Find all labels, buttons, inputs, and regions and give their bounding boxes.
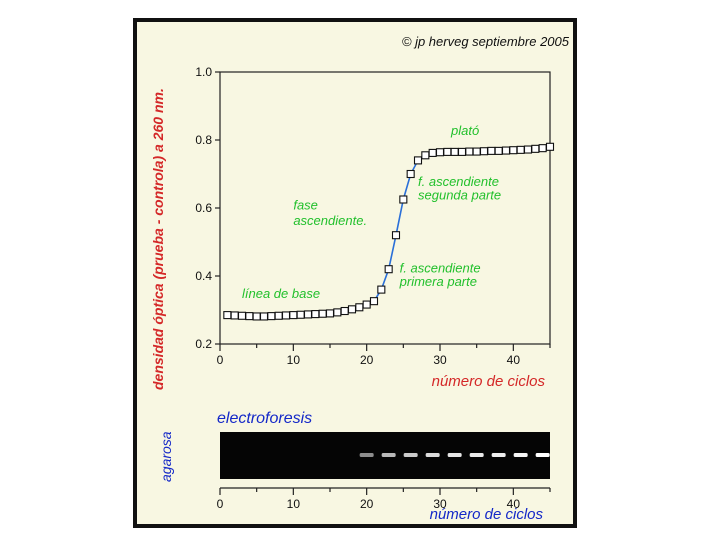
data-point — [501, 146, 511, 155]
gel-x-tick-label-10: 10 — [287, 497, 301, 511]
y-axis: 0.2 0.4 0.6 0.8 1.0 — [195, 65, 220, 351]
y-tick-label-2: 0.6 — [195, 201, 212, 215]
gel-x-axis-label: número de ciclos — [430, 506, 544, 523]
gel-x-tick-label-30: 30 — [433, 497, 447, 511]
figure-frame: © jp herveg septiembre 2005 0.2 0.4 0.6 0.8… — [133, 18, 577, 528]
data-point — [289, 311, 298, 320]
gel-band — [491, 453, 506, 457]
data-point — [487, 146, 496, 155]
y-axis-label: densidad óptica (prueba - controla) a 26… — [150, 88, 166, 390]
data-point — [237, 311, 247, 320]
data-point — [538, 144, 547, 153]
data-point — [479, 147, 489, 156]
data-point — [523, 145, 533, 154]
gel-band — [513, 453, 528, 457]
data-point — [435, 148, 445, 157]
gel-bands — [359, 453, 550, 457]
data-point — [259, 312, 269, 321]
data-point — [545, 142, 555, 151]
annotation-5: f. ascendiente — [400, 261, 481, 276]
x-axis: 0 10 20 30 40 — [217, 344, 551, 367]
data-point — [399, 195, 408, 204]
gel-x-axis: 0 10 20 30 40 — [217, 488, 551, 511]
data-point — [245, 312, 254, 321]
data-point — [509, 146, 518, 155]
gel-x-tick-label-20: 20 — [360, 497, 374, 511]
annotation-7: línea de base — [242, 286, 320, 301]
annotation-2: segunda parte — [418, 188, 501, 203]
data-point — [369, 297, 379, 306]
data-point — [281, 311, 291, 320]
data-point — [267, 312, 276, 321]
data-point — [516, 145, 525, 154]
data-point — [377, 285, 386, 294]
x-tick-label-10: 10 — [287, 353, 301, 367]
x-tick-label-30: 30 — [433, 353, 447, 367]
data-point — [428, 148, 437, 157]
data-point — [384, 265, 393, 274]
annotation-3: fase — [293, 197, 318, 212]
data-point — [333, 308, 342, 317]
gel-band — [403, 453, 418, 457]
series-markers — [223, 142, 555, 321]
gel-band — [381, 453, 396, 457]
data-point — [406, 169, 415, 179]
data-point — [311, 310, 320, 319]
gel-x-tick-label-0: 0 — [217, 497, 224, 511]
data-point — [230, 311, 239, 320]
plot-area — [219, 71, 551, 345]
annotation-6: primera parte — [399, 274, 477, 289]
y-tick-label-1: 0.4 — [195, 269, 212, 283]
gel-band — [535, 453, 550, 457]
x-axis-label: número de ciclos — [432, 373, 546, 390]
x-tick-label-20: 20 — [360, 353, 374, 367]
annotation-4: ascendiente. — [293, 213, 367, 228]
data-point — [391, 231, 401, 240]
gel-band — [425, 453, 440, 457]
data-point — [362, 300, 371, 309]
data-point — [450, 147, 459, 156]
gel-x-tick-label-40: 40 — [507, 497, 521, 511]
data-point — [413, 156, 423, 165]
data-point — [303, 310, 313, 319]
figure-canvas: © jp herveg septiembre 2005 0.2 0.4 0.6 0.8… — [150, 34, 570, 523]
data-point — [531, 144, 540, 153]
data-point — [340, 306, 349, 316]
data-point — [421, 151, 430, 160]
x-tick-label-40: 40 — [507, 353, 521, 367]
data-point — [325, 309, 335, 318]
copyright-label: © jp herveg septiembre 2005 — [402, 34, 570, 49]
annotation-1: f. ascendiente — [418, 174, 499, 189]
data-point — [223, 311, 232, 320]
data-point — [252, 312, 261, 321]
data-point — [457, 147, 467, 156]
data-point — [355, 303, 364, 312]
gel-band — [447, 453, 462, 457]
data-point — [472, 147, 481, 156]
pcr-curve-chart: 0.2 0.4 0.6 0.8 1.0 0 10 20 30 40 plató f. ascend… — [150, 65, 555, 390]
data-point — [443, 147, 452, 156]
data-point — [296, 310, 305, 319]
data-point — [494, 146, 503, 155]
x-tick-label-0: 0 — [217, 353, 224, 367]
y-tick-label-0: 0.2 — [195, 337, 212, 351]
data-point — [465, 147, 474, 156]
y-tick-label-4: 1.0 — [195, 65, 212, 79]
data-point — [318, 309, 327, 318]
annotation-0: plató — [450, 123, 479, 138]
data-point — [274, 311, 283, 320]
y-tick-label-3: 0.8 — [195, 133, 212, 147]
data-point — [347, 305, 357, 314]
gel-band — [359, 453, 374, 457]
gel-band — [469, 453, 484, 457]
gel-title: electroforesis — [217, 410, 312, 427]
gel-y-label: agarosa — [158, 431, 174, 482]
gel-chart: electroforesis agarosa 0 10 20 30 40 número … — [158, 410, 551, 523]
